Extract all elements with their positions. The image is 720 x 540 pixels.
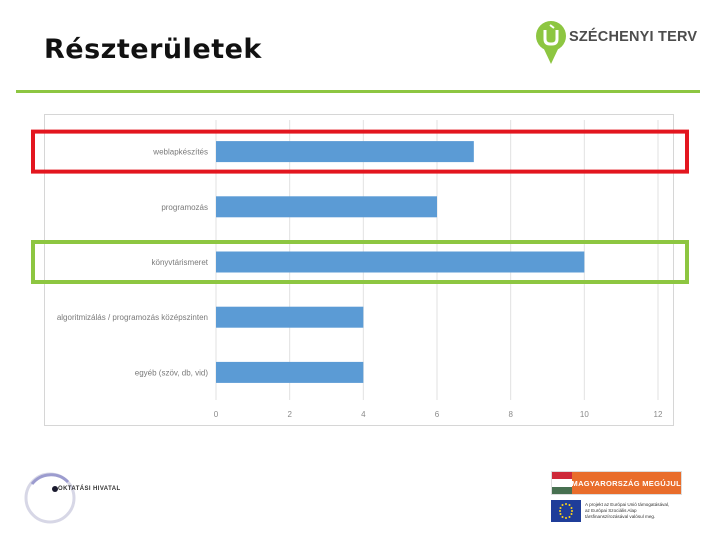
hungarian-flag-icon [552, 472, 572, 494]
x-tick-label: 0 [214, 410, 219, 419]
x-tick-label: 8 [508, 410, 513, 419]
bar [216, 196, 437, 218]
x-tick-label: 4 [361, 410, 366, 419]
x-tick-label: 2 [287, 410, 292, 419]
oktatasi-hivatal-label: OKTATÁSI HIVATAL [58, 486, 121, 492]
bar [216, 141, 474, 163]
bar [216, 251, 585, 273]
x-tick-label: 12 [654, 410, 663, 419]
bar [216, 361, 364, 383]
category-label: weblapkészítés [152, 148, 208, 157]
eu-flag-icon [551, 500, 581, 522]
eu-line-2: az Európai Szociális Alap [585, 508, 637, 513]
banner-text: MAGYARORSZÁG MEGÚJUL [571, 472, 681, 494]
category-label: algoritmizálás / programozás középszinte… [57, 313, 208, 322]
oktatasi-hivatal-logo: OKTATÁSI HIVATAL [22, 470, 142, 526]
location-pin-icon [536, 21, 566, 64]
highlight-box [31, 240, 689, 284]
oktatasi-hivatal-ring-icon [24, 472, 76, 524]
category-label: egyéb (szöv, db, vid) [135, 368, 209, 377]
x-tick-label: 6 [435, 410, 440, 419]
category-label: programozás [161, 203, 208, 212]
bar [216, 306, 364, 328]
eu-line-3: társfinanszírozásával valósul meg. [585, 514, 656, 519]
szechenyi-terv-logo: SZÉCHENYI TERV [535, 20, 705, 68]
title-divider [16, 90, 700, 93]
slide-title: Részterületek [44, 34, 262, 65]
eu-funding-text: A projekt az Európai Unió támogatásával,… [585, 502, 709, 520]
brand-name: SZÉCHENYI TERV [569, 29, 698, 45]
category-label: könyvtárismeret [152, 258, 209, 267]
eu-line-1: A projekt az Európai Unió támogatásával, [585, 502, 670, 507]
magyarorszag-megujul-banner: MAGYARORSZÁG MEGÚJUL [551, 471, 682, 495]
eu-funding-note: A projekt az Európai Unió támogatásával,… [551, 500, 711, 526]
highlight-box [31, 129, 689, 174]
x-tick-label: 10 [580, 410, 589, 419]
